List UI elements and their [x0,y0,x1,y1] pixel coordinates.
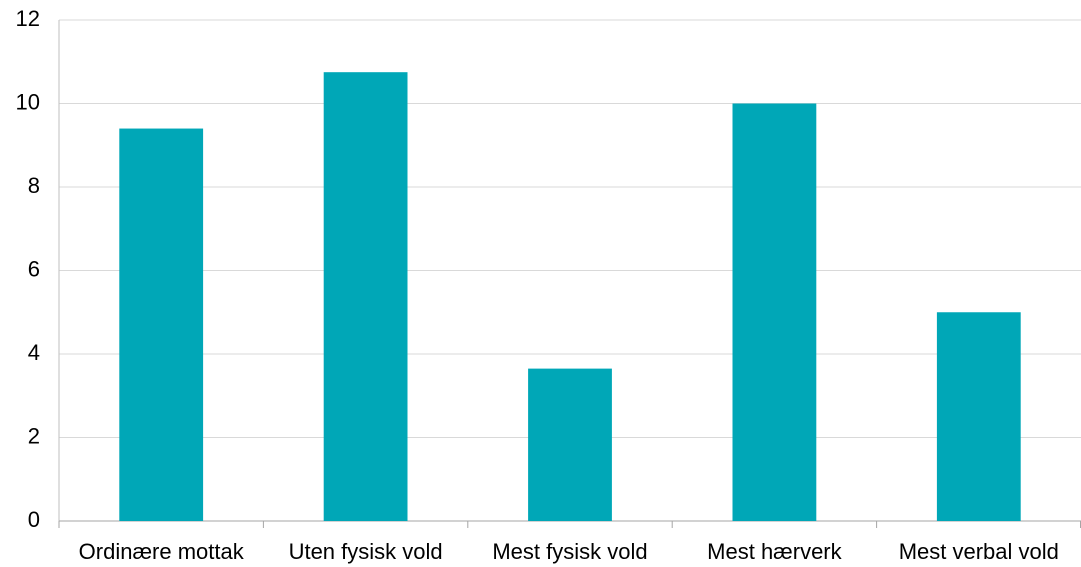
y-tick-label: 6 [28,256,40,281]
x-tick-label: Ordinære mottak [79,539,245,564]
y-tick-label: 12 [16,6,40,31]
x-tick-label: Mest hærverk [707,539,842,564]
x-tick-label: Mest fysisk vold [492,539,647,564]
bar [119,128,204,522]
x-tick-label: Mest verbal vold [899,539,1059,564]
y-tick-label: 0 [28,507,40,532]
x-tick-label: Uten fysisk vold [289,539,443,564]
y-tick-label: 4 [28,340,40,365]
y-tick-label: 2 [28,423,40,448]
bar [732,103,817,521]
bar [323,72,408,521]
bar [936,312,1021,521]
y-tick-label: 8 [28,173,40,198]
bar [528,368,612,521]
y-tick-label: 10 [16,89,40,114]
